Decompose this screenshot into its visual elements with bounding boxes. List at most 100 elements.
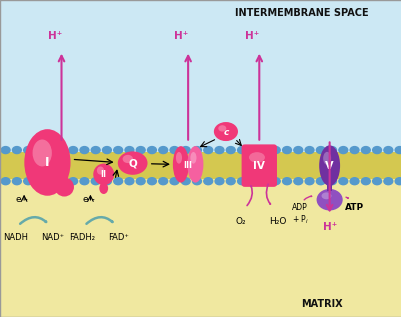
Circle shape (360, 146, 369, 153)
Circle shape (69, 178, 77, 185)
Text: e -: e - (82, 196, 94, 204)
Circle shape (117, 152, 147, 175)
Circle shape (113, 146, 122, 153)
Circle shape (383, 178, 392, 185)
Circle shape (57, 146, 66, 153)
Circle shape (372, 146, 381, 153)
Circle shape (293, 146, 302, 153)
Ellipse shape (24, 129, 71, 196)
Text: H⁺: H⁺ (48, 31, 63, 41)
Text: Q: Q (128, 159, 137, 169)
FancyArrowPatch shape (304, 196, 311, 200)
Circle shape (102, 178, 111, 185)
Circle shape (102, 146, 111, 153)
Circle shape (349, 146, 358, 153)
Circle shape (170, 178, 178, 185)
Circle shape (394, 178, 401, 185)
Polygon shape (0, 179, 401, 317)
Text: IV: IV (253, 161, 265, 171)
Bar (326, 179, 332, 191)
Circle shape (69, 146, 77, 153)
Text: I: I (45, 156, 50, 169)
Circle shape (158, 146, 167, 153)
Circle shape (136, 146, 145, 153)
Circle shape (113, 178, 122, 185)
Circle shape (226, 178, 235, 185)
Circle shape (293, 178, 302, 185)
Circle shape (192, 146, 201, 153)
Circle shape (282, 146, 291, 153)
Circle shape (215, 146, 223, 153)
Circle shape (80, 178, 89, 185)
Text: ATP: ATP (344, 203, 363, 212)
Circle shape (237, 146, 246, 153)
Circle shape (158, 178, 167, 185)
Circle shape (35, 178, 44, 185)
Circle shape (12, 178, 21, 185)
Circle shape (203, 178, 212, 185)
Circle shape (338, 146, 347, 153)
Circle shape (46, 178, 55, 185)
FancyArrowPatch shape (345, 197, 347, 198)
Circle shape (372, 178, 381, 185)
Text: H⁺: H⁺ (322, 222, 336, 232)
Text: III: III (183, 161, 192, 170)
Text: e -: e - (16, 196, 28, 204)
Text: FADH₂: FADH₂ (69, 233, 95, 242)
Circle shape (259, 178, 268, 185)
Circle shape (57, 178, 66, 185)
Text: MATRIX: MATRIX (300, 299, 342, 309)
Circle shape (316, 146, 324, 153)
FancyBboxPatch shape (241, 145, 276, 187)
Circle shape (203, 146, 212, 153)
Circle shape (282, 178, 291, 185)
Bar (0, 152, 401, 179)
Circle shape (24, 146, 32, 153)
Circle shape (1, 146, 10, 153)
Circle shape (122, 155, 133, 163)
Circle shape (91, 178, 100, 185)
Circle shape (1, 178, 10, 185)
Ellipse shape (93, 164, 114, 185)
Circle shape (327, 178, 336, 185)
Circle shape (170, 146, 178, 153)
Circle shape (181, 146, 190, 153)
Ellipse shape (176, 152, 182, 164)
Circle shape (215, 178, 223, 185)
Circle shape (181, 178, 190, 185)
Circle shape (237, 178, 246, 185)
Polygon shape (0, 0, 401, 152)
Text: II: II (101, 171, 106, 179)
Circle shape (248, 178, 257, 185)
Ellipse shape (187, 146, 203, 183)
Ellipse shape (248, 152, 264, 163)
Ellipse shape (99, 183, 108, 194)
Circle shape (271, 178, 279, 185)
Text: INTERMEMBRANE SPACE: INTERMEMBRANE SPACE (234, 8, 367, 18)
Ellipse shape (321, 192, 331, 199)
Circle shape (383, 146, 392, 153)
Text: H⁺: H⁺ (244, 31, 259, 41)
Circle shape (213, 122, 237, 141)
Ellipse shape (318, 145, 339, 186)
Circle shape (80, 146, 89, 153)
Circle shape (394, 146, 401, 153)
Circle shape (24, 178, 32, 185)
Circle shape (136, 178, 145, 185)
Circle shape (248, 146, 257, 153)
Text: H₂O: H₂O (269, 217, 286, 226)
Circle shape (12, 146, 21, 153)
Circle shape (271, 146, 279, 153)
Text: H⁺: H⁺ (173, 31, 188, 41)
Circle shape (125, 146, 134, 153)
Ellipse shape (322, 152, 330, 165)
Text: O₂: O₂ (235, 217, 246, 226)
FancyArrowPatch shape (247, 186, 252, 205)
Circle shape (316, 178, 324, 185)
Text: ADP
+ P$_i$: ADP + P$_i$ (291, 203, 308, 226)
Circle shape (360, 178, 369, 185)
FancyArrowPatch shape (266, 184, 270, 204)
Circle shape (91, 146, 100, 153)
Circle shape (327, 146, 336, 153)
Text: V: V (324, 161, 333, 171)
